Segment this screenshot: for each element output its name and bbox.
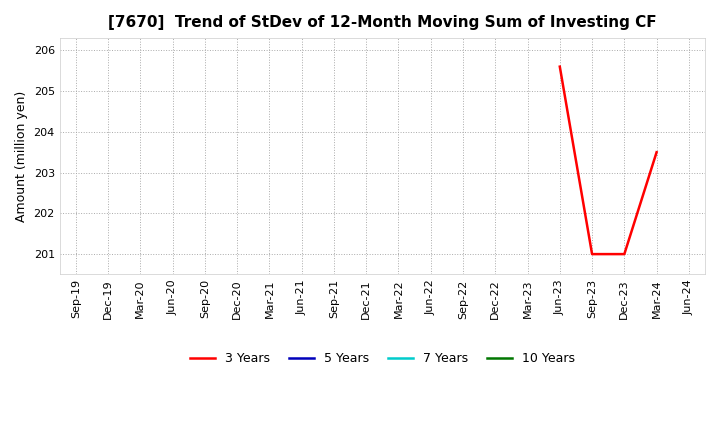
- Y-axis label: Amount (million yen): Amount (million yen): [15, 91, 28, 222]
- Title: [7670]  Trend of StDev of 12-Month Moving Sum of Investing CF: [7670] Trend of StDev of 12-Month Moving…: [108, 15, 657, 30]
- Legend: 3 Years, 5 Years, 7 Years, 10 Years: 3 Years, 5 Years, 7 Years, 10 Years: [185, 347, 580, 370]
